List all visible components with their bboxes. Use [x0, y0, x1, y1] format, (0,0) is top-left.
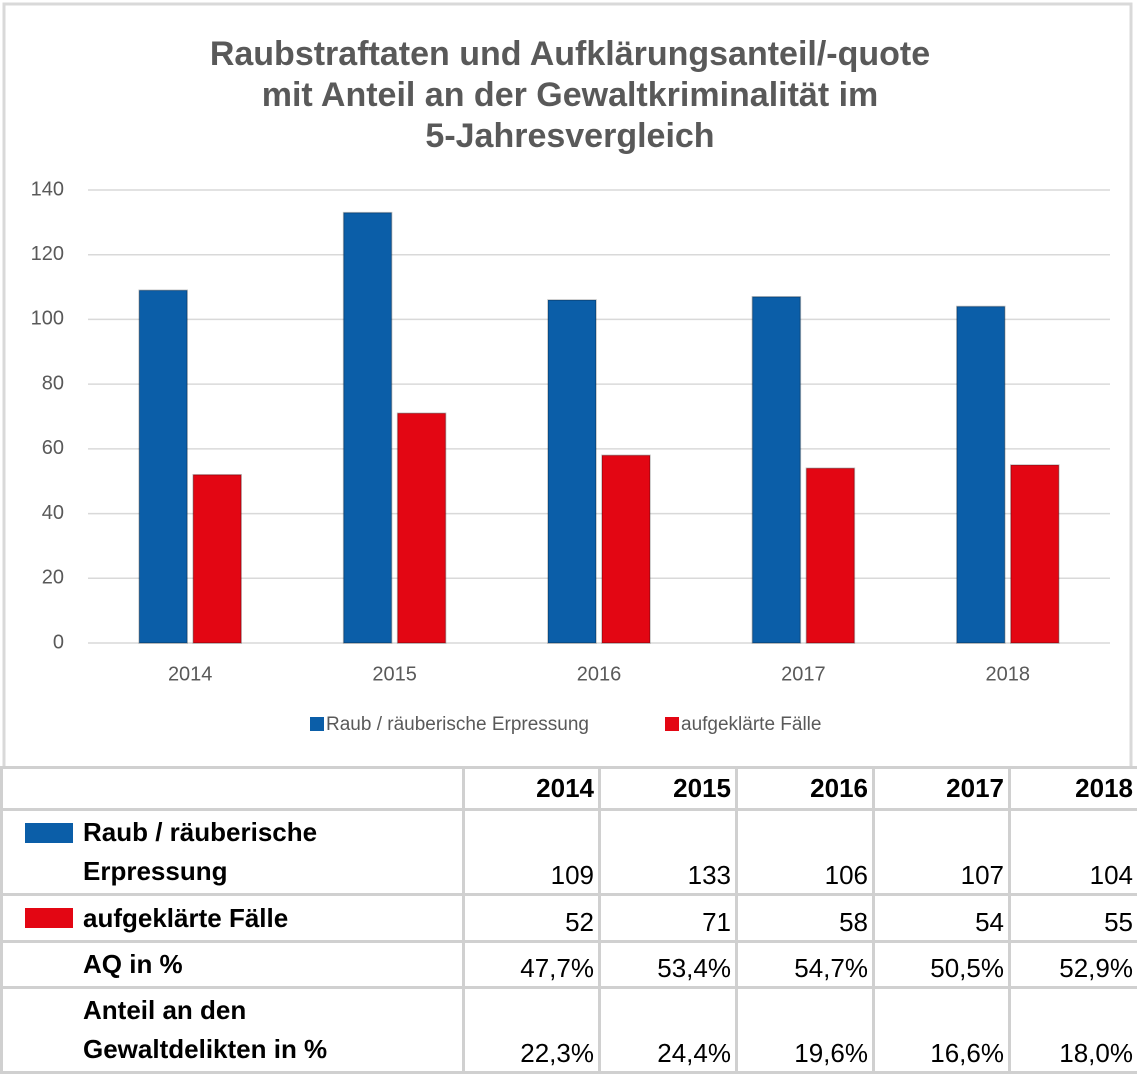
header-cell: 2016 [737, 768, 874, 810]
row-label: aufgeklärte Fälle [2, 895, 464, 942]
table-cell: 106 [737, 810, 874, 895]
table-cell: 50,5% [874, 942, 1010, 988]
y-tick-label: 120 [31, 243, 64, 265]
chart-title: 5-Jahresvergleich [425, 117, 714, 155]
bar [752, 297, 800, 643]
table-cell: 133 [600, 810, 737, 895]
page: Raubstraftaten und Aufklärungsanteil/-qu… [0, 0, 1137, 1043]
legend-label: Raub / räuberische Erpressung [326, 714, 589, 735]
bar [344, 213, 392, 643]
row-label-text: Anteil an den Gewaltdelikten in % [83, 991, 413, 1069]
y-tick-label: 20 [42, 567, 64, 589]
header-cell: 2018 [1010, 768, 1137, 810]
legend-swatch [665, 717, 679, 731]
row-label: AQ in % [2, 942, 464, 988]
table-cell: 54 [874, 895, 1010, 942]
x-tick-label: 2015 [372, 663, 417, 685]
row-swatch [25, 823, 73, 843]
table-cell: 52 [464, 895, 600, 942]
row-swatch [25, 908, 73, 928]
chart: Raubstraftaten und Aufklärungsanteil/-qu… [0, 0, 1137, 768]
table-cell: 107 [874, 810, 1010, 895]
y-tick-label: 60 [42, 437, 64, 459]
table-row: AQ in % 47,7%53,4%54,7%50,5%52,9% [2, 942, 1137, 988]
table-cell: 71 [600, 895, 737, 942]
y-tick-label: 40 [42, 502, 64, 524]
row-label: Anteil an den Gewaltdelikten in % [2, 988, 464, 1073]
table-cell: 22,3% [464, 988, 600, 1073]
bar [806, 468, 854, 643]
y-tick-label: 100 [31, 308, 64, 330]
y-tick-label: 140 [31, 178, 64, 200]
table-cell: 58 [737, 895, 874, 942]
table-cell: 53,4% [600, 942, 737, 988]
table-cell: 54,7% [737, 942, 874, 988]
x-tick-label: 2018 [986, 663, 1031, 685]
chart-title: mit Anteil an der Gewaltkriminalität im [262, 76, 879, 114]
bar [398, 413, 446, 643]
y-tick-label: 80 [42, 372, 64, 394]
x-tick-label: 2017 [781, 663, 826, 685]
header-cell [2, 768, 464, 810]
legend-swatch [310, 717, 324, 731]
y-tick-label: 0 [53, 631, 64, 653]
header-cell: 2014 [464, 768, 600, 810]
table-cell: 19,6% [737, 988, 874, 1073]
row-label-text: aufgeklärte Fälle [83, 899, 288, 938]
table-cell: 24,4% [600, 988, 737, 1073]
bar [957, 306, 1005, 643]
legend-label: aufgeklärte Fälle [681, 714, 821, 735]
table-cell: 104 [1010, 810, 1137, 895]
table-cell: 52,9% [1010, 942, 1137, 988]
bar [1011, 465, 1059, 643]
row-label: Raub / räuberische Erpressung [2, 810, 464, 895]
x-tick-label: 2016 [577, 663, 622, 685]
header-cell: 2015 [600, 768, 737, 810]
bar [139, 290, 187, 643]
table-row: Anteil an den Gewaltdelikten in % 22,3%24… [2, 988, 1137, 1073]
table-cell: 47,7% [464, 942, 600, 988]
bar [602, 455, 650, 643]
table-cell: 16,6% [874, 988, 1010, 1073]
x-tick-label: 2014 [168, 663, 213, 685]
row-label-text: Raub / räuberische Erpressung [83, 813, 413, 891]
table-cell: 55 [1010, 895, 1137, 942]
header-cell: 2017 [874, 768, 1010, 810]
bar [548, 300, 596, 643]
row-label-text: AQ in % [83, 945, 183, 984]
table-cell: 18,0% [1010, 988, 1137, 1073]
bar [193, 475, 241, 643]
chart-title: Raubstraftaten und Aufklärungsanteil/-qu… [210, 35, 930, 73]
table-cell: 109 [464, 810, 600, 895]
